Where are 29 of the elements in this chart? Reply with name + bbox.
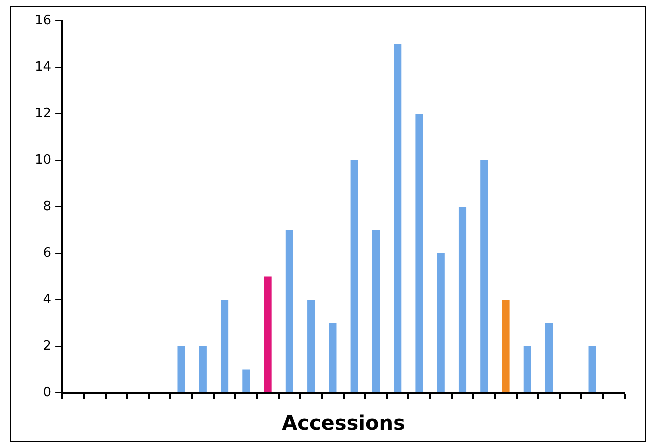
bar: [458, 207, 467, 392]
x-axis-title: Accessions: [282, 411, 406, 436]
bar: [350, 160, 358, 392]
y-tick-label: 14: [34, 60, 52, 75]
bar: [546, 323, 554, 392]
bar: [264, 276, 272, 392]
bar: [286, 230, 294, 392]
bar: [416, 114, 424, 392]
y-tick-label: 2: [43, 338, 52, 354]
y-tick-label: 10: [34, 152, 52, 168]
bar: [178, 346, 186, 392]
y-tick-label: 8: [43, 199, 52, 214]
y-tick-label: 12: [34, 106, 52, 122]
y-tick-label: 16: [34, 13, 52, 28]
bar: [308, 300, 316, 392]
bar: [480, 160, 488, 392]
bar: [588, 346, 596, 392]
bar: [524, 346, 532, 392]
bar: [329, 323, 337, 392]
bar: [394, 44, 402, 392]
y-tick-label: 4: [43, 292, 52, 308]
bar: [372, 230, 380, 392]
bar: [199, 346, 207, 392]
y-tick-label: 6: [43, 246, 52, 261]
bar: [502, 300, 510, 392]
y-tick-label: 0: [43, 385, 52, 400]
bar: [221, 300, 229, 392]
bar: [242, 370, 250, 392]
bar: [437, 254, 445, 392]
